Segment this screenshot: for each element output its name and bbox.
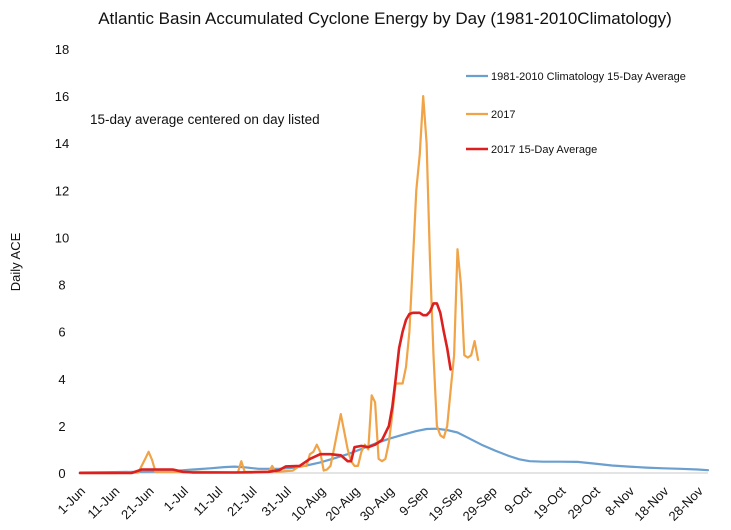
y-tick-label: 8 [58,278,65,293]
x-tick-label: 10-Aug [288,484,328,524]
x-tick-label: 29-Sep [460,484,500,524]
chart-annotation: 15-day average centered on day listed [90,112,320,127]
x-tick-label: 11-Jun [84,484,122,522]
chart-title: Atlantic Basin Accumulated Cyclone Energ… [98,9,672,28]
legend-label-0: 1981-2010 Climatology 15-Day Average [491,71,686,83]
series-line-0 [78,427,710,474]
x-tick-label: 21-Jul [224,483,260,519]
y-ticks: 0 2 4 6 8 10 12 14 16 18 [55,42,69,481]
y-tick-label: 0 [58,466,65,481]
x-tick-label: 19-Oct [530,483,568,521]
x-tick-label: 1-Jul [161,483,192,514]
x-tick-label: 29-Oct [565,483,603,521]
series-line-2 [78,302,452,475]
x-tick-label: 21-Jun [118,484,157,523]
y-tick-label: 14 [55,136,69,151]
y-axis-label: Daily ACE [8,232,23,291]
series-lines [78,95,710,475]
x-tick-label: 18-Nov [631,483,672,524]
y-tick-label: 6 [58,325,65,340]
x-tick-label: 19-Sep [425,484,465,524]
y-tick-label: 16 [55,89,69,104]
y-tick-label: 2 [58,419,65,434]
y-tick-label: 4 [58,372,65,387]
x-tick-label: 11-Jul [190,483,225,518]
x-tick-label: 1-Jun [55,484,89,518]
y-tick-label: 18 [55,42,69,57]
x-tick-label: 30-Aug [357,484,397,524]
legend-label-2: 2017 15-Day Average [491,144,597,156]
x-tick-label: 28-Nov [666,483,707,524]
x-tick-label: 20-Aug [322,484,362,524]
series-line-1 [78,95,480,475]
legend: 1981-2010 Climatology 15-Day Average 2017… [466,71,686,156]
y-tick-label: 10 [55,230,69,245]
legend-label-1: 2017 [491,109,515,121]
y-tick-label: 12 [55,183,69,198]
